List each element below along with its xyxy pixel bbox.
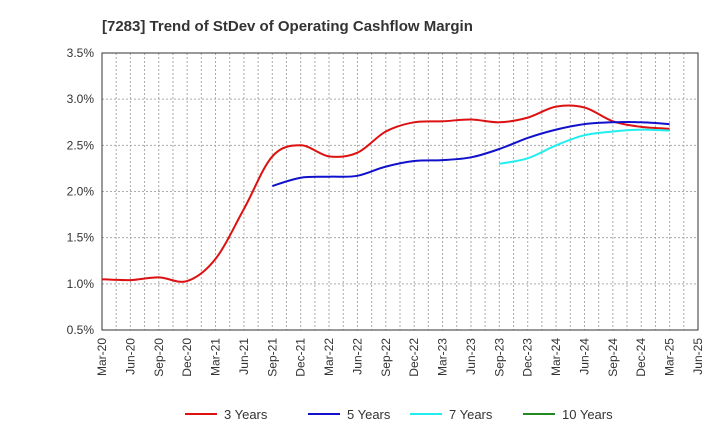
legend-label-5-years: 5 Years [347,407,391,422]
series-line-7-years [499,128,670,165]
x-tick-label: Jun-24 [577,338,591,375]
x-tick-label: Dec-21 [294,338,308,377]
chart-title: [7283] Trend of StDev of Operating Cashf… [102,18,473,35]
x-tick-label: Sep-23 [492,338,506,377]
x-tick-label: Mar-23 [436,338,450,376]
y-axis: 0.5% 1.0% 1.5% 2.0% 2.5% 3.0% 3.5% [67,46,95,337]
grid [101,52,699,331]
x-tick-label: Jun-25 [691,338,705,375]
y-tick-label: 3.5% [67,46,95,60]
x-tick-label: Jun-20 [123,338,137,375]
x-axis: Mar-20 Jun-20 Sep-20 Dec-20 Mar-21 Jun-21 Sep-… [95,338,705,377]
x-tick-label: Sep-22 [379,338,393,377]
x-tick-label: Dec-20 [180,338,194,377]
x-tick-label: Jun-21 [237,338,251,375]
y-tick-label: 1.0% [67,277,95,291]
x-tick-label: Sep-20 [152,338,166,377]
x-tick-label: Jun-22 [350,338,364,375]
y-tick-label: 2.5% [67,138,95,152]
x-tick-label: Dec-23 [521,338,535,377]
legend-label-3-years: 3 Years [224,407,268,422]
x-tick-label: Mar-20 [95,338,109,376]
x-tick-label: Mar-21 [209,338,223,376]
y-tick-label: 0.5% [67,323,95,337]
x-tick-label: Dec-24 [634,338,648,377]
x-tick-label: Dec-22 [407,338,421,377]
x-tick-label: Mar-24 [549,338,563,376]
x-tick-label: Jun-23 [464,338,478,375]
x-tick-label: Sep-21 [265,338,279,377]
series-line-5-years [272,121,670,187]
series-lines [101,104,670,283]
legend-label-7-years: 7 Years [449,407,493,422]
plot-area [101,52,699,331]
legend: 3 Years 5 Years 7 Years 10 Years [185,407,613,422]
y-tick-label: 3.0% [67,92,95,106]
x-tick-label: Sep-24 [606,338,620,377]
series-line-3-years [101,104,670,283]
x-tick-label: Mar-25 [663,338,677,376]
y-tick-label: 1.5% [67,231,95,245]
y-tick-label: 2.0% [67,185,95,199]
x-tick-label: Mar-22 [322,338,336,376]
legend-label-10-years: 10 Years [562,407,613,422]
